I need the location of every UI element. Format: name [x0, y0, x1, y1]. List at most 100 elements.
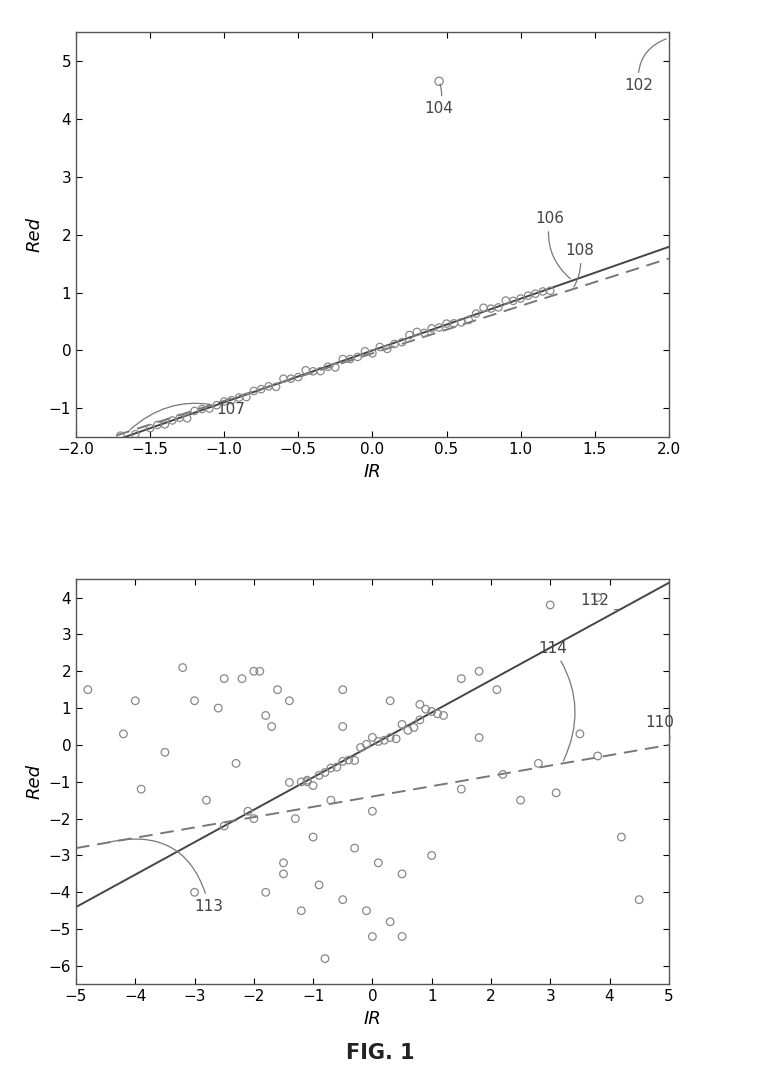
Point: [301, 771, 313, 789]
Point: [277, 854, 290, 871]
Point: [260, 707, 272, 724]
Point: [82, 682, 94, 699]
Point: [159, 744, 171, 761]
Point: [301, 774, 313, 791]
Point: [349, 752, 361, 769]
Point: [315, 363, 327, 380]
Point: [255, 381, 268, 398]
Point: [349, 840, 361, 857]
Point: [537, 282, 549, 300]
Point: [404, 326, 416, 343]
Point: [265, 718, 277, 735]
Text: 108: 108: [565, 243, 594, 287]
Point: [426, 320, 438, 337]
Point: [420, 701, 432, 718]
Point: [129, 692, 141, 709]
Point: [313, 876, 325, 893]
Point: [135, 781, 147, 798]
Point: [271, 682, 283, 699]
Point: [448, 315, 460, 332]
Point: [381, 340, 394, 357]
Point: [402, 722, 414, 739]
Point: [591, 588, 603, 606]
Point: [270, 379, 282, 396]
Point: [390, 730, 402, 747]
Point: [242, 802, 254, 820]
Point: [413, 696, 426, 713]
Point: [408, 719, 420, 736]
Point: [299, 362, 312, 379]
Point: [337, 753, 349, 770]
Point: [359, 342, 371, 360]
Point: [574, 725, 586, 743]
Point: [455, 670, 467, 687]
Point: [201, 792, 213, 809]
Point: [532, 754, 544, 771]
Point: [295, 774, 307, 791]
Point: [277, 866, 290, 883]
Point: [366, 928, 378, 945]
Point: [522, 287, 534, 304]
Text: 102: 102: [624, 39, 667, 93]
Point: [544, 282, 556, 300]
Point: [218, 393, 230, 410]
X-axis label: IR: IR: [363, 1010, 382, 1028]
Point: [396, 334, 408, 351]
Point: [492, 299, 505, 316]
Point: [173, 410, 185, 427]
Point: [433, 319, 445, 336]
Point: [322, 358, 334, 376]
Point: [418, 324, 430, 341]
Point: [550, 784, 562, 801]
Text: FIG. 1: FIG. 1: [346, 1042, 414, 1063]
Point: [211, 397, 223, 414]
Point: [413, 712, 426, 729]
Point: [196, 400, 208, 417]
Point: [491, 682, 503, 699]
Point: [515, 290, 527, 307]
Point: [455, 314, 467, 331]
Point: [313, 767, 325, 784]
Text: 106: 106: [535, 211, 570, 279]
Point: [188, 692, 201, 709]
Point: [176, 659, 188, 676]
Point: [218, 670, 230, 687]
Point: [283, 774, 296, 791]
Text: 107: 107: [130, 402, 245, 430]
Point: [366, 345, 378, 362]
Point: [396, 866, 408, 883]
Point: [307, 777, 319, 794]
Point: [485, 300, 497, 317]
Point: [374, 338, 386, 355]
Point: [117, 725, 129, 743]
Point: [248, 662, 260, 679]
Point: [378, 732, 391, 749]
Point: [544, 596, 556, 613]
Point: [262, 378, 274, 395]
Point: [343, 751, 355, 768]
Text: 113: 113: [109, 839, 223, 914]
Point: [307, 828, 319, 845]
X-axis label: IR: IR: [363, 462, 382, 480]
Y-axis label: Red: Red: [25, 217, 43, 253]
Point: [438, 707, 450, 724]
Point: [188, 402, 201, 419]
Point: [254, 662, 266, 679]
Point: [410, 323, 423, 340]
Point: [351, 349, 363, 366]
Point: [114, 427, 126, 444]
Point: [290, 810, 302, 827]
Point: [144, 419, 157, 437]
Point: [236, 670, 248, 687]
Point: [325, 760, 337, 777]
Point: [384, 692, 396, 709]
Point: [432, 705, 444, 722]
Point: [337, 351, 349, 368]
Point: [277, 370, 290, 387]
Point: [396, 716, 408, 733]
Point: [360, 736, 372, 753]
Point: [388, 335, 401, 352]
Point: [248, 382, 260, 399]
Point: [591, 748, 603, 765]
Point: [633, 891, 645, 908]
